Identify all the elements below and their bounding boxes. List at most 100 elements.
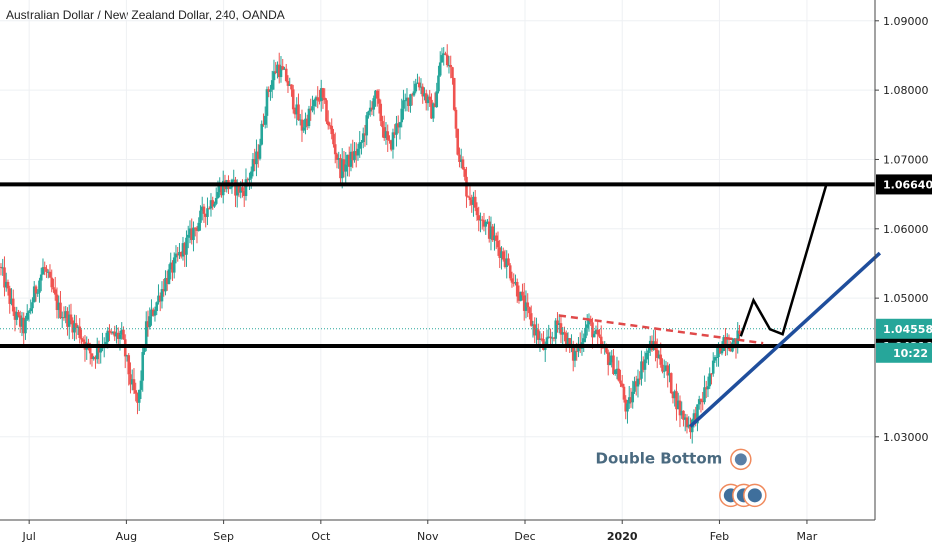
candle-body <box>55 294 59 311</box>
candle-body <box>302 127 306 131</box>
candle-body <box>552 337 556 339</box>
candle-body <box>255 151 258 165</box>
candle-body <box>272 71 276 81</box>
candle-body <box>32 286 36 303</box>
candles <box>0 44 741 444</box>
candle-body <box>697 399 701 405</box>
candle-body <box>314 97 318 100</box>
candle-body <box>31 302 34 309</box>
candle-body <box>151 309 155 316</box>
candle-body <box>375 90 379 99</box>
candle-body <box>45 268 48 272</box>
candle-body <box>17 312 20 316</box>
candle-body <box>566 338 570 348</box>
candle-body <box>718 347 722 354</box>
candle-body <box>99 348 103 353</box>
candle-body <box>419 86 423 88</box>
countdown-box <box>876 342 932 363</box>
candle-body <box>529 313 533 326</box>
candle-body <box>87 342 90 345</box>
candle-body <box>494 235 498 241</box>
candle-body <box>262 123 265 125</box>
candle-body <box>13 311 17 320</box>
candle-body <box>428 96 432 100</box>
candle-body <box>521 291 524 296</box>
candle-body <box>237 183 241 193</box>
x-tick-label: Jul <box>22 530 36 543</box>
candle-body <box>612 355 615 375</box>
candle-body <box>676 400 680 410</box>
candle-body <box>599 336 603 347</box>
candle-body <box>57 302 61 311</box>
current-price-label-box <box>876 318 932 339</box>
candle-body <box>64 311 68 318</box>
candle-body <box>445 54 449 66</box>
candle-body <box>486 221 489 223</box>
candle-body <box>640 361 643 379</box>
candle-body <box>265 89 269 116</box>
candle-body <box>505 258 509 267</box>
candle-body <box>696 404 699 424</box>
candle-body <box>351 151 355 161</box>
candle-body <box>218 185 222 193</box>
candle-body <box>113 331 117 337</box>
candle-body <box>11 298 15 312</box>
candle-body <box>605 346 608 353</box>
candle-body <box>675 391 678 410</box>
candle-body <box>377 98 381 104</box>
candle-body <box>389 140 393 150</box>
candle-body <box>316 97 320 101</box>
candle-body <box>340 159 344 179</box>
candle-body <box>493 235 496 241</box>
candle-body <box>470 200 474 205</box>
candle-body <box>615 368 619 371</box>
countdown-label: 10:22 <box>893 347 928 360</box>
candle-body <box>321 88 325 98</box>
candle-body <box>36 292 40 294</box>
candle-body <box>199 210 202 223</box>
candle-body <box>213 203 216 207</box>
candle-body <box>358 142 362 149</box>
candle-body <box>631 391 635 403</box>
candle-body <box>365 115 369 136</box>
candle-body <box>475 207 479 216</box>
candle-body <box>346 154 349 165</box>
candle-body <box>291 89 295 110</box>
candle-body <box>510 278 514 283</box>
candle-body <box>694 413 698 424</box>
candle-body <box>440 55 444 63</box>
chart-overlays: Double Bottom <box>0 182 882 508</box>
candle-body <box>382 127 386 138</box>
candle-body <box>606 352 610 365</box>
candle-body <box>480 219 484 221</box>
candle-body <box>281 66 285 70</box>
candle-body <box>402 100 405 109</box>
candle-body <box>62 317 66 319</box>
candle-body <box>311 106 314 111</box>
candle-body <box>416 82 419 84</box>
candle-body <box>381 121 384 128</box>
candle-body <box>202 206 206 214</box>
candle-body <box>466 196 470 198</box>
candle-body <box>169 262 173 270</box>
candle-body <box>8 288 12 304</box>
candle-body <box>253 159 257 165</box>
candle-body <box>323 97 327 101</box>
candle-body <box>703 387 706 403</box>
candle-body <box>545 337 549 345</box>
candle-body <box>384 131 388 138</box>
support-trendline <box>689 251 882 428</box>
candle-body <box>372 98 376 110</box>
candle-body <box>155 302 159 311</box>
candle-body <box>153 310 157 316</box>
candle-body <box>431 103 435 119</box>
candle-body <box>97 346 101 353</box>
candle-body <box>92 357 96 360</box>
candle-body <box>141 352 145 381</box>
candle-body <box>34 286 38 294</box>
candle-body <box>563 332 566 334</box>
candle-body <box>6 281 10 289</box>
candle-body <box>90 353 94 360</box>
candle-body <box>584 327 587 339</box>
